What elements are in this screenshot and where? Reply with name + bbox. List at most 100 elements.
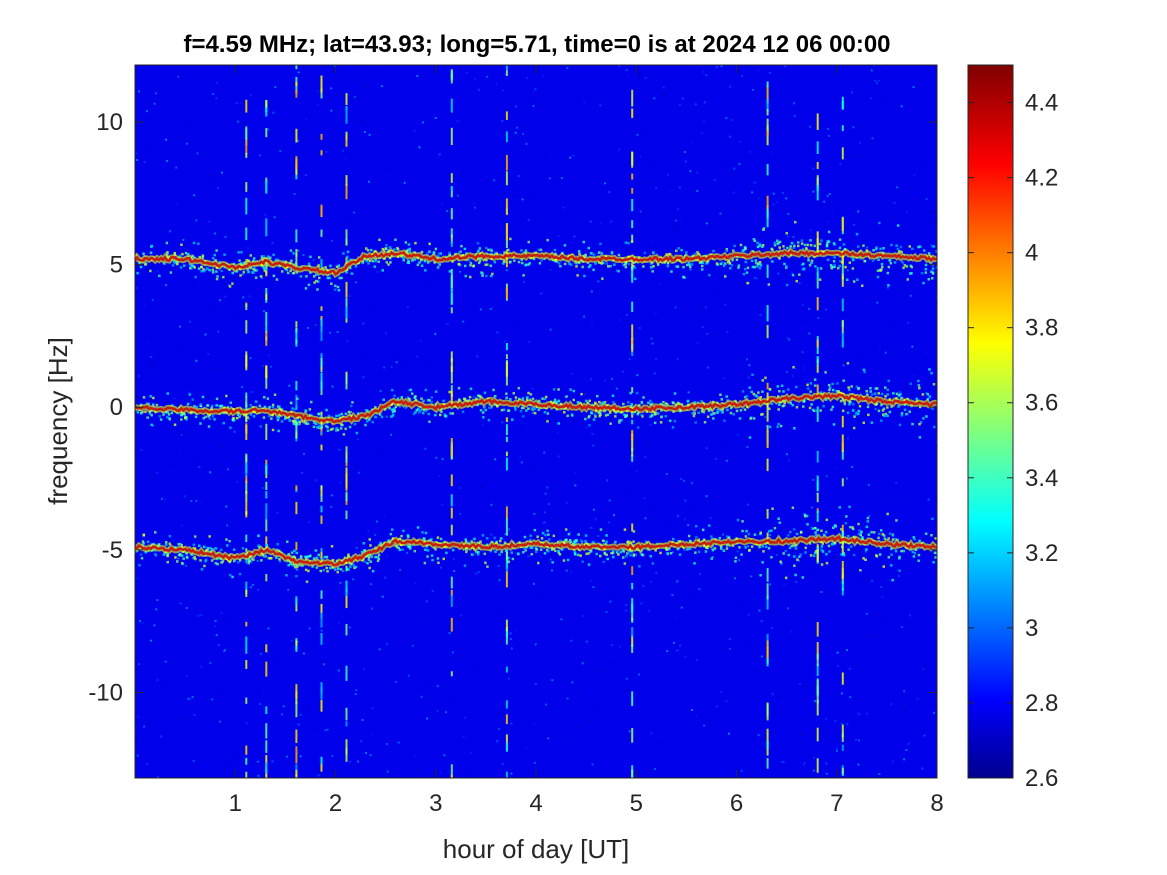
halo-pixel (695, 535, 698, 539)
halo-pixel (731, 258, 734, 262)
spike-segment (245, 402, 248, 415)
halo-pixel (574, 540, 577, 544)
noise-pixel (218, 720, 221, 723)
halo-pixel (278, 405, 281, 408)
noise-pixel (168, 558, 171, 560)
halo-pixel (291, 563, 294, 567)
halo-pixel (568, 262, 571, 265)
halo-pixel (348, 425, 352, 429)
halo-pixel (290, 551, 294, 554)
noise-pixel (421, 121, 424, 124)
halo-pixel (843, 402, 847, 406)
halo-pixel (748, 549, 751, 552)
spike-segment (816, 678, 819, 696)
noise-pixel (195, 500, 198, 503)
noise-pixel (859, 141, 861, 144)
noise-pixel (811, 506, 813, 509)
halo-pixel (826, 258, 830, 262)
halo-pixel (910, 265, 913, 269)
noise-pixel (772, 203, 775, 206)
halo-pixel (738, 417, 742, 420)
spike-segment (320, 633, 323, 645)
noise-pixel (356, 538, 359, 541)
halo-pixel (373, 415, 377, 418)
halo-pixel (785, 232, 788, 235)
noise-pixel (330, 505, 333, 508)
colorbar-tick-label: 3.4 (1025, 465, 1058, 492)
spike-segment (841, 744, 844, 751)
halo-pixel (931, 245, 934, 248)
noise-pixel (619, 319, 622, 321)
halo-pixel (778, 390, 781, 393)
spike-segment (816, 622, 819, 637)
noise-pixel (247, 246, 250, 249)
noise-pixel (704, 306, 707, 309)
spike-segment (345, 748, 348, 762)
halo-pixel (760, 413, 763, 416)
halo-pixel (530, 553, 533, 556)
noise-pixel (693, 508, 696, 511)
noise-pixel (414, 647, 417, 650)
noise-pixel (719, 212, 722, 215)
noise-pixel (280, 231, 283, 234)
spike-segment (505, 451, 508, 457)
noise-pixel (871, 137, 874, 140)
halo-pixel (533, 407, 536, 411)
spike-segment (345, 373, 348, 390)
halo-pixel (669, 552, 673, 555)
halo-pixel (557, 399, 561, 403)
spike-segment (841, 767, 844, 774)
noise-pixel (647, 506, 650, 509)
halo-pixel (366, 562, 369, 565)
noise-pixel (817, 485, 820, 488)
noise-pixel (360, 740, 363, 743)
halo-pixel (136, 271, 139, 275)
halo-pixel (808, 542, 812, 545)
halo-pixel (791, 403, 794, 407)
noise-pixel (714, 288, 717, 291)
halo-pixel (438, 263, 441, 266)
halo-pixel (413, 396, 417, 399)
halo-pixel (337, 264, 341, 267)
noise-pixel (496, 331, 499, 334)
noise-pixel (175, 166, 178, 169)
spike-segment (505, 518, 508, 536)
noise-pixel (169, 502, 172, 505)
spike-segment (265, 481, 268, 491)
halo-pixel (398, 405, 402, 408)
halo-pixel (750, 259, 754, 263)
noise-pixel (857, 155, 860, 158)
halo-pixel (249, 266, 252, 270)
noise-pixel (257, 760, 260, 763)
halo-pixel (530, 407, 533, 410)
noise-pixel (747, 613, 750, 616)
halo-pixel (178, 553, 182, 557)
halo-pixel (539, 548, 543, 551)
noise-pixel (390, 365, 393, 368)
halo-pixel (604, 414, 608, 417)
noise-pixel (549, 269, 552, 272)
noise-pixel (456, 420, 459, 423)
halo-pixel (911, 550, 915, 554)
noise-pixel (482, 394, 484, 397)
halo-pixel (169, 271, 173, 274)
noise-pixel (744, 464, 747, 467)
spike-segment (841, 125, 844, 132)
halo-pixel (457, 263, 461, 266)
halo-pixel (277, 416, 281, 419)
halo-pixel (782, 245, 785, 248)
halo-pixel (935, 266, 937, 269)
spike-segment (841, 524, 844, 535)
noise-pixel (302, 467, 305, 470)
halo-pixel (468, 395, 472, 399)
halo-pixel (742, 249, 746, 252)
halo-pixel (150, 413, 153, 417)
halo-pixel (809, 239, 812, 242)
noise-pixel (156, 776, 159, 778)
noise-pixel (459, 640, 461, 643)
halo-pixel (833, 243, 836, 246)
halo-pixel (601, 539, 605, 542)
noise-pixel (153, 102, 156, 105)
noise-pixel (283, 635, 286, 638)
noise-pixel (715, 66, 718, 68)
